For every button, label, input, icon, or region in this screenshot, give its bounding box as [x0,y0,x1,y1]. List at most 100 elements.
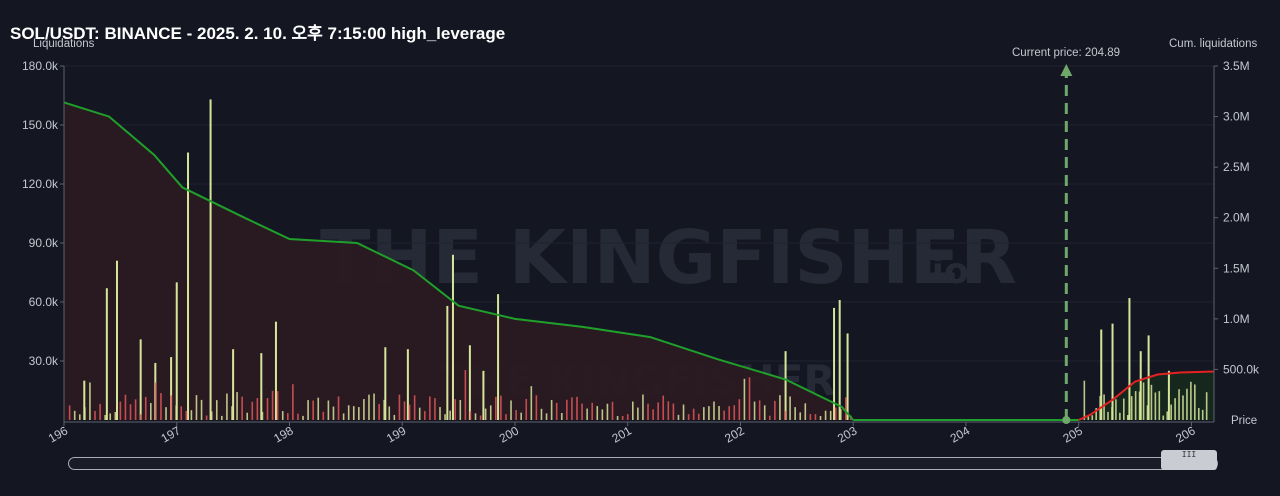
bar [647,403,649,420]
bar [576,396,578,420]
bar [383,399,385,420]
bar [495,396,497,420]
x-tick-label: 199 [384,423,409,445]
bar [672,403,675,420]
bar [378,404,380,420]
bar [276,391,279,420]
bar [1167,370,1170,420]
bar [398,394,401,420]
bar [692,408,695,420]
bar [1186,388,1188,420]
bar [804,403,807,420]
bar [469,411,472,420]
bar [474,413,477,420]
range-slider-track[interactable] [68,457,1218,470]
bar [434,398,436,420]
bar [774,400,776,420]
bar [73,410,76,420]
bar [170,395,172,420]
bar [406,349,409,420]
bar [611,401,614,420]
bar [363,399,365,420]
bar [657,402,659,420]
bar [94,410,96,420]
bar [187,152,190,421]
y-tick-label-right: 1.5M [1223,261,1250,275]
bar [1154,392,1157,420]
bar [1197,407,1200,420]
bar [246,412,249,420]
bar [134,399,137,420]
x-tick-label: 203 [835,423,860,445]
bar [1134,391,1137,420]
bar [104,414,106,420]
bar [175,282,178,420]
bar [763,405,766,420]
bar [718,406,720,420]
bar [418,407,421,420]
bar [845,397,847,420]
bar [1100,329,1103,420]
bar [231,406,233,420]
bar [358,407,360,420]
bar [260,353,263,420]
y-tick-label-left: 150.0k [22,118,59,132]
cum-lines [63,101,1215,421]
bar [99,403,101,420]
x-tick-label: 202 [722,423,747,445]
bar [1115,399,1117,420]
bar [840,409,842,420]
bar [1142,382,1145,420]
x-ticks: 196 197 198 199 200 201 202 203 204 205 206 [46,422,1198,446]
bar [621,415,624,420]
bar [1091,415,1094,420]
bar [105,288,108,420]
bar [814,414,817,420]
bar [500,395,502,420]
bar [281,411,284,420]
bar [738,399,741,420]
bar [241,396,243,420]
bar [799,412,802,420]
y-axis-label-right: Cum. liquidations [1169,38,1257,50]
bar [591,402,594,420]
bar [520,412,522,420]
bar [829,410,832,420]
y-tick-label-right: 1.0M [1223,312,1250,326]
x-axis-label: Price [1231,415,1257,427]
bar [274,321,277,420]
y-ticks-right: 500.0k 1.0M 1.5M 2.0M 2.5M 3.0M 3.5M [1214,59,1260,376]
bar [373,393,375,420]
bar [429,396,431,420]
bar [682,404,685,420]
cum-fill-below [64,102,854,421]
bar [236,392,238,420]
bar [768,415,771,420]
bar [535,395,538,420]
bar [1174,398,1176,420]
bar [482,370,485,420]
bar [205,415,208,420]
bar [261,411,264,420]
bar [139,414,142,420]
bar [497,294,500,420]
range-slider-grip[interactable]: III [1181,450,1197,459]
x-tick-label: 196 [46,423,71,445]
bar [84,407,86,420]
bar [489,405,492,420]
bar [83,380,86,420]
bar [1083,380,1086,420]
bar [439,407,441,420]
bar [637,407,639,420]
range-slider-window[interactable] [1161,450,1217,470]
bar [743,378,746,420]
bar [139,339,142,420]
current-price-marker: Current price: 204.89 [1012,47,1120,424]
bar [515,410,517,420]
bar-layer [68,99,1208,421]
bar [160,393,162,420]
bar [484,408,487,420]
bar [266,398,269,420]
bar [846,333,849,420]
y-tick-label-right: 500.0k [1223,362,1260,376]
